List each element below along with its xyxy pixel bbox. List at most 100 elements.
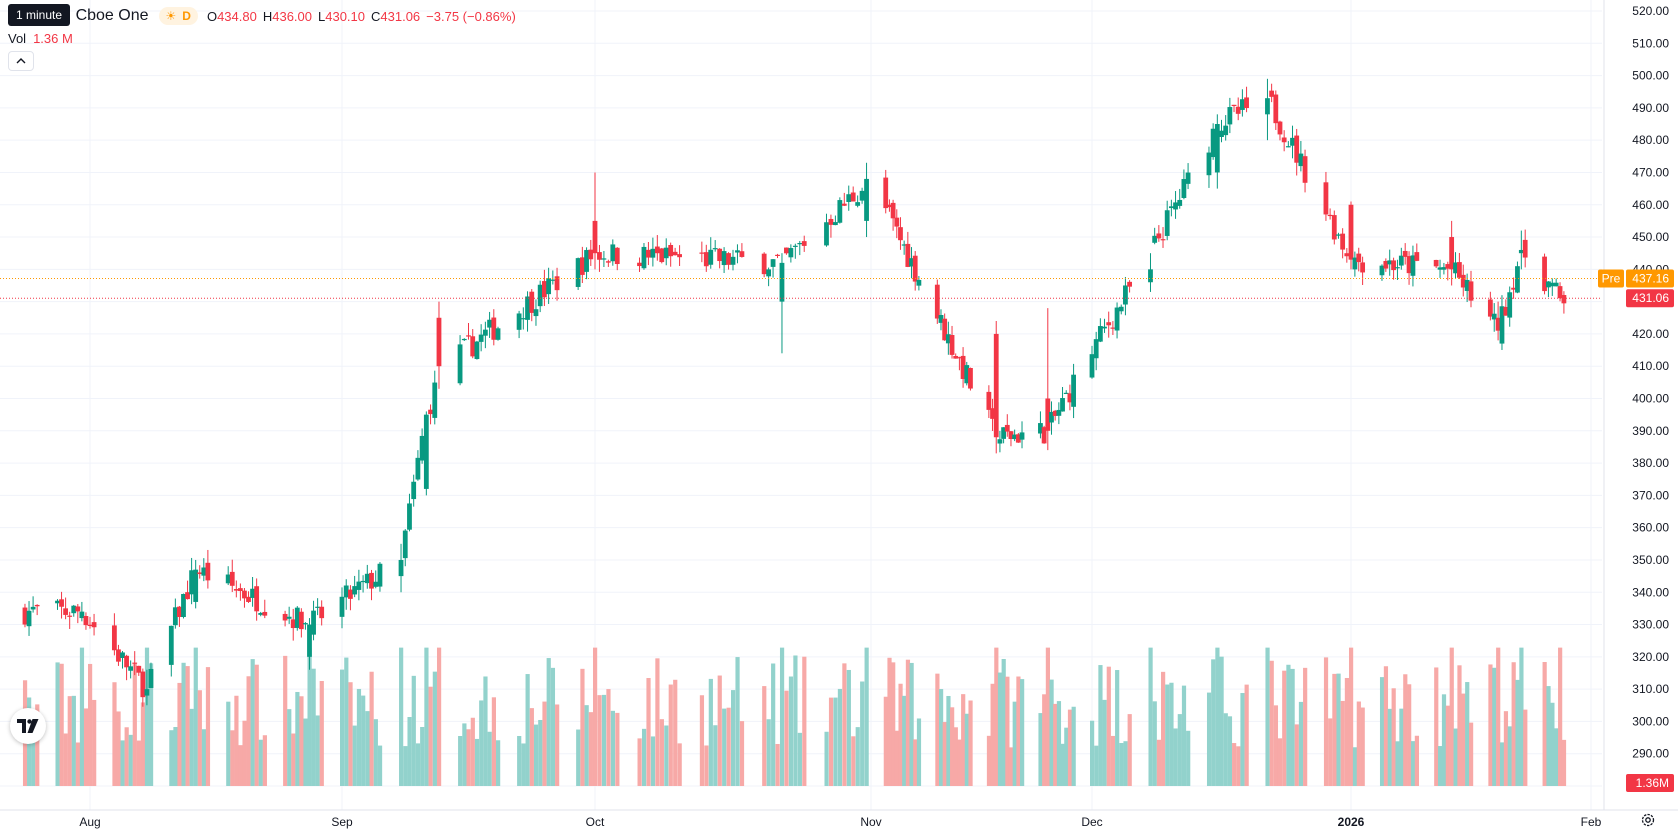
- candle-body: [1395, 267, 1400, 269]
- candle-body: [242, 590, 247, 599]
- volume-badge-label: 1.36M: [1636, 776, 1669, 790]
- volume-bar: [1294, 724, 1299, 786]
- candle-body: [339, 596, 345, 617]
- volume-bar: [407, 717, 412, 786]
- volume-bar: [83, 708, 89, 786]
- candle: [1302, 149, 1308, 193]
- volume-bar: [580, 668, 585, 786]
- candle: [646, 241, 651, 266]
- candle-body: [968, 367, 973, 389]
- candle: [529, 289, 535, 322]
- candle-body: [189, 570, 195, 595]
- volume-bar: [1546, 686, 1551, 786]
- volume-bar: [246, 676, 251, 786]
- volume-bar: [793, 655, 798, 786]
- candle: [1097, 318, 1103, 343]
- chart-settings-icon[interactable]: [1640, 812, 1656, 828]
- candle: [1004, 414, 1010, 437]
- candle-body: [1168, 206, 1174, 209]
- candle: [83, 612, 89, 630]
- candle-body: [1437, 267, 1443, 270]
- volume-bar: [1148, 647, 1153, 786]
- candle-body: [516, 313, 522, 330]
- session-badge[interactable]: ☀ D: [158, 7, 198, 25]
- candle: [1015, 432, 1021, 443]
- candle: [993, 321, 999, 454]
- candle-body: [75, 606, 81, 612]
- candle-body: [1089, 354, 1095, 378]
- candle-body: [111, 625, 117, 651]
- candle: [478, 324, 484, 352]
- candle-body: [1336, 234, 1341, 236]
- candle-body: [373, 581, 379, 587]
- volume-bar: [610, 710, 616, 786]
- candle-body: [172, 607, 178, 626]
- candle: [258, 611, 264, 617]
- candle: [254, 578, 260, 621]
- candle: [766, 267, 772, 287]
- candle: [905, 231, 911, 268]
- candle-body: [579, 257, 585, 275]
- candle-body: [63, 608, 69, 615]
- candle-body: [654, 246, 660, 254]
- volume-bar: [291, 733, 296, 786]
- volume-bar: [851, 736, 856, 786]
- candle-body: [1067, 393, 1073, 403]
- candle-body: [120, 652, 125, 658]
- volume-bar: [483, 676, 488, 786]
- candle: [225, 566, 231, 586]
- tradingview-logo-icon[interactable]: [10, 708, 46, 744]
- candle-body: [457, 344, 463, 384]
- volume-bar: [704, 745, 709, 786]
- volume-bar: [230, 730, 235, 786]
- candle: [1277, 120, 1283, 141]
- candle: [1106, 311, 1112, 338]
- volume-bar: [606, 689, 611, 786]
- interval-tooltip: 1 minute: [8, 4, 71, 26]
- candle: [1265, 78, 1270, 141]
- volume-bar: [59, 663, 64, 786]
- low-label: L: [318, 8, 326, 24]
- candle: [550, 270, 556, 285]
- volume-bar: [909, 662, 914, 786]
- price-tick-label: 320.00: [1632, 650, 1669, 664]
- candle-body: [1219, 130, 1224, 138]
- candle: [894, 209, 900, 239]
- candle: [942, 313, 948, 341]
- volume-bar: [491, 697, 496, 786]
- price-tick-label: 300.00: [1632, 714, 1669, 728]
- candle: [1049, 401, 1054, 435]
- price-tick-label: 520.00: [1632, 4, 1669, 18]
- candle-body: [1460, 274, 1466, 288]
- collapse-legend-button[interactable]: [8, 51, 34, 71]
- candle: [1456, 252, 1462, 279]
- candle: [1495, 301, 1501, 341]
- volume-bar: [916, 718, 922, 786]
- candle-body: [934, 284, 940, 319]
- volume-bar: [576, 729, 581, 786]
- candle-body: [592, 220, 598, 254]
- candle: [739, 243, 745, 258]
- volume-bar: [1445, 705, 1450, 786]
- candle: [533, 299, 539, 326]
- volume-bar: [953, 727, 958, 786]
- candle: [641, 243, 647, 270]
- candle: [1041, 425, 1047, 444]
- candle: [197, 565, 203, 579]
- candle-body: [735, 250, 740, 253]
- volume-bar: [824, 731, 829, 786]
- volume-bar: [35, 704, 40, 786]
- candle: [1219, 119, 1224, 143]
- candle: [377, 562, 383, 592]
- candle-body: [1265, 98, 1270, 115]
- volume-bar: [1277, 738, 1283, 786]
- volume-bar: [403, 746, 408, 786]
- volume-label[interactable]: Vol: [8, 31, 27, 46]
- candle-body: [1235, 106, 1241, 114]
- volume-bar: [1169, 682, 1174, 786]
- candle: [601, 250, 607, 267]
- volume-bar: [1042, 694, 1047, 786]
- candle: [708, 237, 714, 269]
